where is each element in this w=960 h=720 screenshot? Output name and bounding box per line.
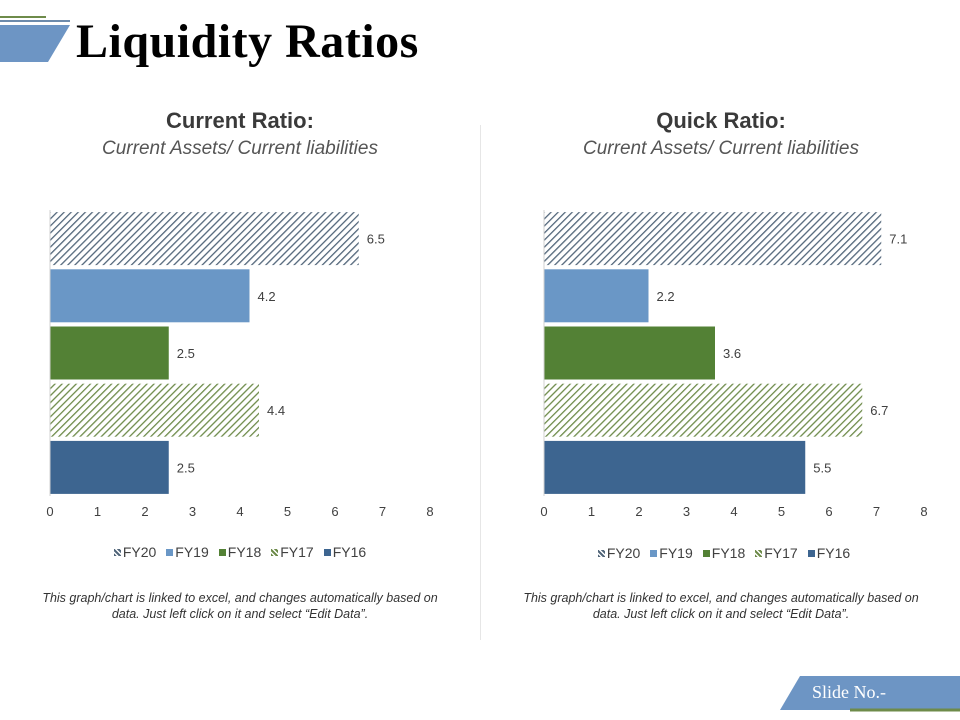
current-ratio-note: This graph/chart is linked to excel, and… (42, 591, 438, 621)
x-tick-label: 0 (540, 504, 547, 519)
bar-fy20[interactable] (544, 212, 882, 266)
current-ratio-chart[interactable]: 6.5 4.2 2.5 4.4 2.5 0 1 2 3 4 5 6 7 8 (40, 200, 460, 530)
x-tick-label: 2 (141, 504, 148, 519)
bar-fy17[interactable] (50, 383, 259, 437)
legend-swatch (113, 548, 121, 556)
legend-item-fy18[interactable]: FY18 (218, 544, 262, 560)
legend-item-fy19[interactable]: FY19 (650, 545, 693, 561)
bar-fy18[interactable] (544, 326, 715, 380)
x-tick-label: 4 (236, 504, 243, 519)
x-tick-label: 5 (778, 504, 785, 519)
current-ratio-legend: FY20 FY19 FY18 FY17 FY16 (30, 544, 450, 560)
quick-ratio-subtitle: Current Assets/ Current liabilities (583, 138, 859, 159)
legend-item-fy16[interactable]: FY16 (807, 545, 851, 561)
legend-label: FY19 (659, 545, 693, 561)
quick-ratio-legend: FY20 FY19 FY18 FY17 FY16 (514, 545, 934, 561)
bar-fy20[interactable] (50, 212, 359, 266)
legend-item-fy18[interactable]: FY18 (702, 545, 746, 561)
legend-label: FY17 (764, 545, 798, 561)
quick-ratio-chart[interactable]: 7.1 2.2 3.6 6.7 5.5 0 1 2 3 4 5 6 7 8 (534, 200, 954, 530)
legend-swatch (702, 549, 710, 557)
bar-fy16[interactable] (544, 440, 806, 494)
legend-item-fy20[interactable]: FY20 (597, 545, 641, 561)
legend-item-fy17[interactable]: FY17 (271, 544, 314, 560)
quick-ratio-title: Quick Ratio: (656, 108, 786, 133)
value-label-fy20: 6.5 (367, 232, 385, 247)
legend-label: FY20 (122, 544, 157, 560)
legend-item-fy16[interactable]: FY16 (323, 544, 367, 560)
legend-swatch (323, 548, 331, 556)
legend-item-fy19[interactable]: FY19 (166, 544, 209, 560)
x-tick-label: 3 (189, 504, 196, 519)
value-label-fy18: 3.6 (723, 346, 741, 361)
legend-label: FY16 (816, 545, 851, 561)
x-tick-label: 1 (588, 504, 595, 519)
legend-swatch (166, 548, 174, 556)
bar-fy19[interactable] (544, 269, 649, 323)
value-label-fy16: 5.5 (813, 460, 831, 475)
legend-swatch (271, 548, 279, 556)
legend-swatch (650, 549, 658, 557)
legend-swatch (597, 549, 605, 557)
slide-number-badge: Slide No.- (780, 676, 960, 712)
x-tick-label: 2 (635, 504, 642, 519)
x-tick-label: 8 (426, 504, 433, 519)
page-title: Liquidity Ratios (76, 15, 419, 68)
bar-fy17[interactable] (544, 383, 863, 437)
legend-swatch (218, 548, 226, 556)
legend-label: FY20 (606, 545, 641, 561)
legend-item-fy20[interactable]: FY20 (113, 544, 157, 560)
value-label-fy16: 2.5 (177, 460, 195, 475)
current-ratio-subtitle: Current Assets/ Current liabilities (102, 138, 378, 159)
x-tick-label: 6 (825, 504, 832, 519)
value-label-fy19: 4.2 (258, 289, 276, 304)
value-label-fy17: 4.4 (267, 403, 285, 418)
bar-fy18[interactable] (50, 326, 169, 380)
legend-label: FY16 (332, 544, 367, 560)
x-tick-label: 7 (379, 504, 386, 519)
quick-ratio-note: This graph/chart is linked to excel, and… (523, 591, 919, 621)
x-tick-label: 4 (730, 504, 737, 519)
value-label-fy20: 7.1 (889, 232, 907, 247)
header-decoration (0, 16, 70, 62)
legend-item-fy17[interactable]: FY17 (755, 545, 798, 561)
header-accent-shape (0, 25, 70, 62)
legend-label: FY19 (175, 544, 209, 560)
legend-swatch (755, 549, 763, 557)
slide-number-label: Slide No.- (812, 682, 886, 702)
bar-fy19[interactable] (50, 269, 250, 323)
legend-label: FY18 (711, 545, 746, 561)
x-tick-label: 5 (284, 504, 291, 519)
x-tick-label: 1 (94, 504, 101, 519)
x-tick-label: 0 (46, 504, 53, 519)
bar-fy16[interactable] (50, 440, 169, 494)
x-tick-label: 7 (873, 504, 880, 519)
x-tick-label: 6 (331, 504, 338, 519)
current-ratio-title: Current Ratio: (166, 108, 314, 133)
x-tick-label: 3 (683, 504, 690, 519)
legend-swatch (807, 549, 815, 557)
legend-label: FY17 (280, 544, 314, 560)
value-label-fy19: 2.2 (657, 289, 675, 304)
value-label-fy17: 6.7 (870, 403, 888, 418)
value-label-fy18: 2.5 (177, 346, 195, 361)
x-tick-label: 8 (920, 504, 927, 519)
panel-divider (480, 125, 481, 640)
legend-label: FY18 (227, 544, 262, 560)
